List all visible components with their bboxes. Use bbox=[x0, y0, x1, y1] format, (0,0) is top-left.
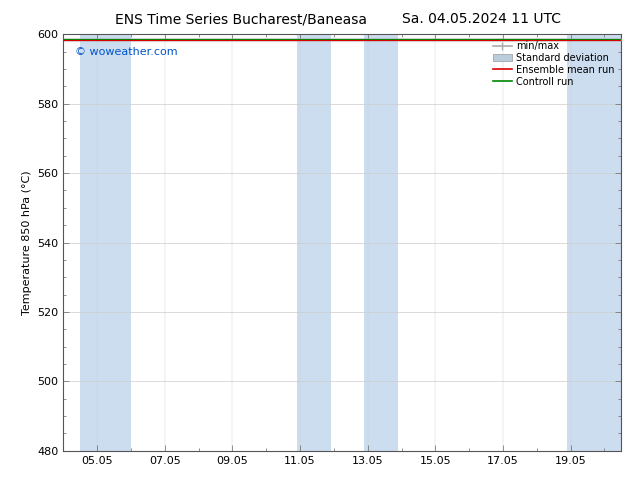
Bar bbox=[365, 34, 398, 451]
Text: ENS Time Series Bucharest/Baneasa: ENS Time Series Bucharest/Baneasa bbox=[115, 12, 367, 26]
Text: © woweather.com: © woweather.com bbox=[75, 47, 177, 57]
Y-axis label: Temperature 850 hPa (°C): Temperature 850 hPa (°C) bbox=[22, 170, 32, 315]
Bar bbox=[567, 34, 621, 451]
Text: Sa. 04.05.2024 11 UTC: Sa. 04.05.2024 11 UTC bbox=[403, 12, 561, 26]
Bar bbox=[81, 34, 131, 451]
Legend: min/max, Standard deviation, Ensemble mean run, Controll run: min/max, Standard deviation, Ensemble me… bbox=[491, 39, 616, 89]
Bar bbox=[297, 34, 330, 451]
